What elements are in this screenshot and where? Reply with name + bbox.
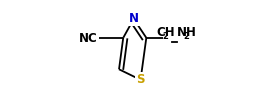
Text: NC: NC xyxy=(79,32,97,45)
Text: 2: 2 xyxy=(163,32,169,41)
Text: CH: CH xyxy=(156,26,175,39)
Text: NH: NH xyxy=(177,26,197,39)
Text: N: N xyxy=(129,12,139,25)
Text: S: S xyxy=(136,73,145,86)
Text: 2: 2 xyxy=(183,32,189,41)
